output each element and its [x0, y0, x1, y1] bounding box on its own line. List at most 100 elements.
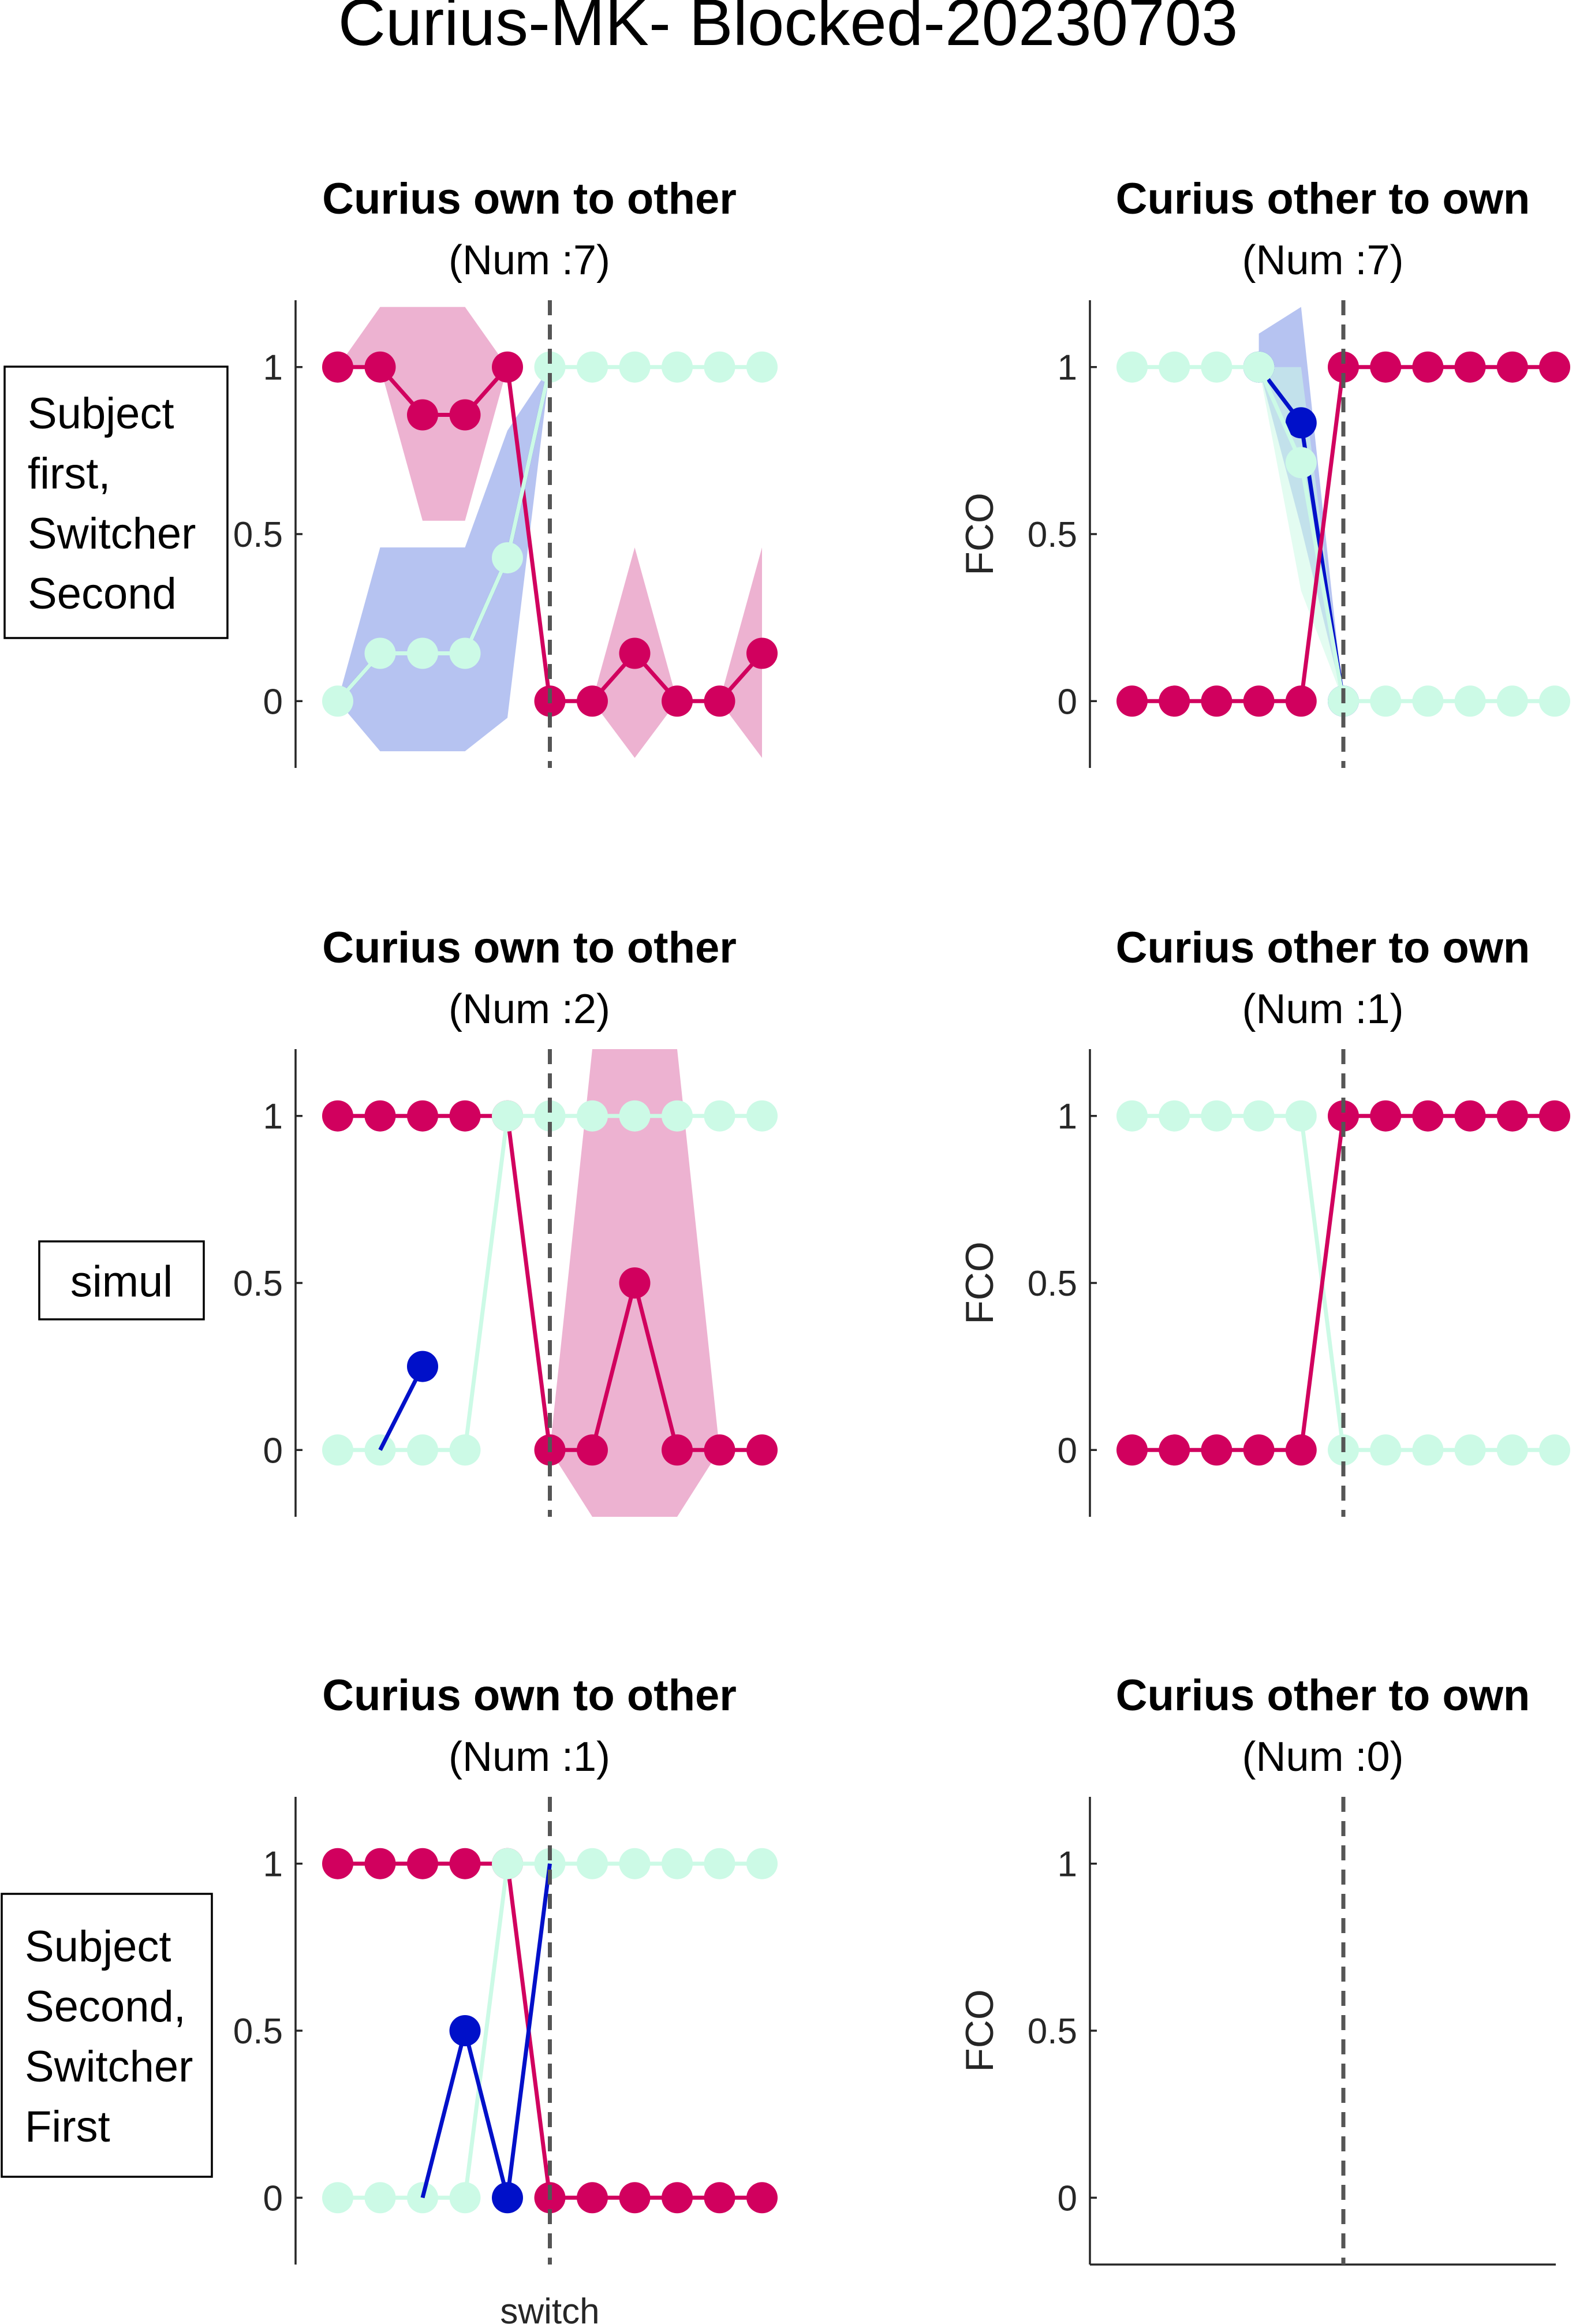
- data-point: [322, 1434, 353, 1466]
- data-point: [577, 1434, 608, 1466]
- row-label-box: [3, 365, 229, 639]
- panel-subtitle: (Num :2): [449, 986, 610, 1032]
- data-point: [662, 1100, 693, 1132]
- data-point: [364, 2182, 396, 2214]
- data-point: [322, 351, 353, 383]
- data-point: [704, 1434, 735, 1466]
- row-label-text: Second: [28, 569, 177, 618]
- y-tick-label: 1: [263, 348, 283, 388]
- data-point: [1454, 1434, 1486, 1466]
- y-tick-label: 1: [263, 1097, 283, 1137]
- panel-6: Curius other to own (Num :0) 0 0.5 1 FCO: [958, 1671, 1556, 2266]
- data-point: [1159, 351, 1190, 383]
- data-point: [407, 399, 438, 431]
- data-point: [1496, 685, 1528, 717]
- data-point: [492, 2182, 523, 2214]
- data-point: [1539, 351, 1570, 383]
- row-label-text: Second,: [25, 1982, 186, 2031]
- data-point: [364, 1100, 396, 1132]
- y-axis-label: FCO: [958, 493, 1002, 576]
- panel-3: Curius own to other (Num :2) 0 0.5 1: [233, 923, 778, 1517]
- data-point: [449, 2015, 481, 2046]
- data-point: [1496, 1434, 1528, 1466]
- data-point: [1412, 685, 1444, 717]
- data-point: [1285, 1100, 1317, 1132]
- figure-title: Curius-MK- Blocked-20230703: [338, 0, 1238, 59]
- panel-subtitle: (Num :1): [1242, 986, 1403, 1032]
- data-point: [1285, 447, 1317, 479]
- data-point: [577, 351, 608, 383]
- data-point: [704, 1848, 735, 1879]
- data-point: [619, 637, 651, 669]
- data-point: [662, 1848, 693, 1879]
- data-point: [746, 2182, 778, 2214]
- data-point: [704, 685, 735, 717]
- y-tick-label: 0.5: [1028, 515, 1077, 555]
- data-point: [1370, 351, 1402, 383]
- data-point: [1454, 1100, 1486, 1132]
- y-axis-label: FCO: [958, 1989, 1002, 2072]
- row-label-2: simul: [38, 1240, 205, 1320]
- data-point: [746, 1848, 778, 1879]
- panel-title: Curius own to other: [322, 174, 737, 223]
- data-point: [704, 2182, 735, 2214]
- data-point: [1243, 1100, 1275, 1132]
- data-point: [492, 1848, 523, 1879]
- data-point: [1116, 1434, 1148, 1466]
- data-point: [619, 1267, 651, 1299]
- row-label-text: Switcher: [28, 509, 196, 558]
- row-label-text: First: [25, 2102, 110, 2151]
- data-point: [492, 1100, 523, 1132]
- data-point: [407, 637, 438, 669]
- data-point: [746, 637, 778, 669]
- data-point: [1539, 1434, 1570, 1466]
- y-tick-label: 1: [1058, 348, 1077, 388]
- data-point: [449, 399, 481, 431]
- data-point: [1243, 685, 1275, 717]
- y-tick-label: 0.5: [233, 2012, 283, 2051]
- data-point: [746, 1434, 778, 1466]
- panel-2: Curius other to own (Num :7) 0 0.5 1 FCO: [958, 174, 1570, 768]
- data-point: [1370, 685, 1402, 717]
- series-band-magenta: [338, 1049, 762, 1517]
- data-point: [662, 2182, 693, 2214]
- panel-5: Curius own to other (Num :1) 0 0.5 1 switch: [233, 1671, 778, 2324]
- panel-4: Curius other to own (Num :1) 0 0.5 1 FCO: [958, 923, 1570, 1517]
- data-point: [746, 351, 778, 383]
- data-point: [1159, 1434, 1190, 1466]
- y-tick-label: 0: [263, 1431, 283, 1471]
- data-point: [577, 1848, 608, 1879]
- data-point: [407, 1848, 438, 1879]
- data-point: [1412, 351, 1444, 383]
- row-label-text: simul: [70, 1258, 173, 1307]
- data-point: [322, 685, 353, 717]
- data-point: [364, 1848, 396, 1879]
- y-tick-label: 0: [1058, 682, 1077, 722]
- data-point: [704, 351, 735, 383]
- row-label-3: Subject Second, Switcher First: [1, 1893, 213, 2178]
- data-point: [577, 2182, 608, 2214]
- row-label-text: first,: [28, 449, 111, 498]
- panel-title: Curius own to other: [322, 923, 737, 972]
- row-label-text: Switcher: [25, 2042, 193, 2091]
- data-point: [407, 1434, 438, 1466]
- data-point: [1116, 351, 1148, 383]
- data-point: [1116, 1100, 1148, 1132]
- data-point: [1116, 685, 1148, 717]
- data-point: [1454, 685, 1486, 717]
- row-label-box: [1, 1893, 213, 2178]
- data-point: [1285, 1434, 1317, 1466]
- data-point: [449, 1848, 481, 1879]
- data-point: [1328, 351, 1359, 383]
- data-point: [449, 637, 481, 669]
- row-label-text: Subject: [28, 389, 174, 438]
- data-point: [364, 637, 396, 669]
- panel-subtitle: (Num :7): [449, 237, 610, 283]
- data-point: [1370, 1434, 1402, 1466]
- y-tick-label: 0.5: [233, 1264, 283, 1304]
- row-label-box: [38, 1240, 205, 1320]
- data-point: [1243, 351, 1275, 383]
- panel-subtitle: (Num :0): [1242, 1734, 1403, 1780]
- data-point: [492, 351, 523, 383]
